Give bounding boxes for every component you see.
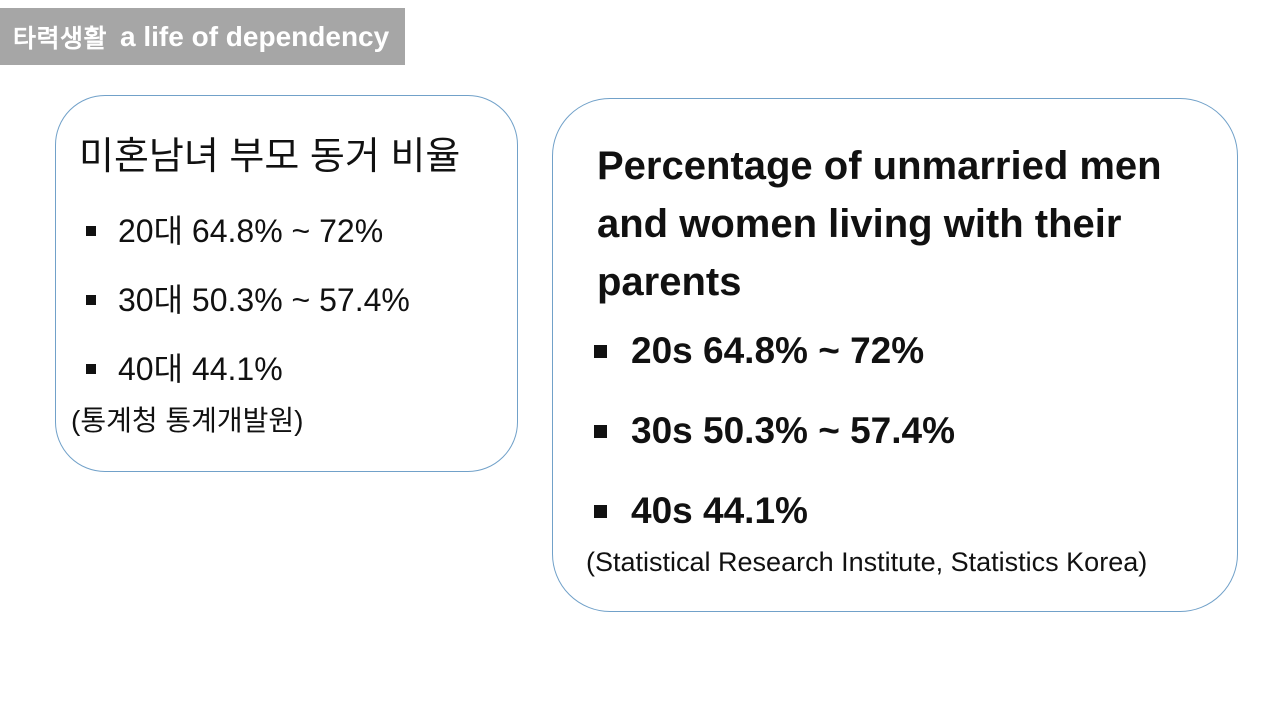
- list-item: 20s 64.8% ~ 72%: [594, 327, 955, 375]
- list-item: 30s 50.3% ~ 57.4%: [594, 407, 955, 455]
- bullet-square-icon: [86, 226, 96, 236]
- bullet-square-icon: [86, 295, 96, 305]
- bullet-square-icon: [594, 424, 607, 438]
- slide-title-korean: 타력생활: [13, 24, 108, 53]
- bullet-square-icon: [594, 344, 607, 358]
- english-stats-box: Percentage of unmarried men and women li…: [552, 98, 1238, 612]
- korean-bullet-list: 20대 64.8% ~ 72% 30대 50.3% ~ 57.4% 40대 44…: [86, 211, 410, 418]
- english-box-source: (Statistical Research Institute, Statist…: [586, 547, 1148, 577]
- bullet-text: 30s 50.3% ~ 57.4%: [631, 410, 956, 451]
- list-item: 40s 44.1%: [594, 487, 955, 535]
- bullet-square-icon: [594, 504, 607, 518]
- slide-title-english: a life of dependency: [120, 20, 390, 52]
- bullet-square-icon: [86, 364, 96, 374]
- korean-box-source: (통계청 통계개발원): [71, 405, 304, 436]
- english-box-title: Percentage of unmarried men and women li…: [597, 144, 1162, 304]
- bullet-text: 30대 50.3% ~ 57.4%: [118, 282, 410, 318]
- bullet-text: 20s 64.8% ~ 72%: [631, 330, 925, 371]
- bullet-text: 40대 44.1%: [118, 351, 283, 387]
- korean-box-title: 미혼남녀 부모 동거 비율: [79, 136, 461, 178]
- bullet-text: 40s 44.1%: [631, 490, 808, 531]
- english-bullet-list: 20s 64.8% ~ 72% 30s 50.3% ~ 57.4% 40s 44…: [594, 327, 955, 567]
- list-item: 20대 64.8% ~ 72%: [86, 211, 410, 251]
- bullet-text: 20대 64.8% ~ 72%: [118, 213, 384, 249]
- slide-title-badge: 타력생활 a life of dependency: [0, 8, 405, 65]
- list-item: 30대 50.3% ~ 57.4%: [86, 280, 410, 320]
- list-item: 40대 44.1%: [86, 349, 410, 389]
- korean-stats-box: 미혼남녀 부모 동거 비율 20대 64.8% ~ 72% 30대 50.3% …: [55, 95, 518, 472]
